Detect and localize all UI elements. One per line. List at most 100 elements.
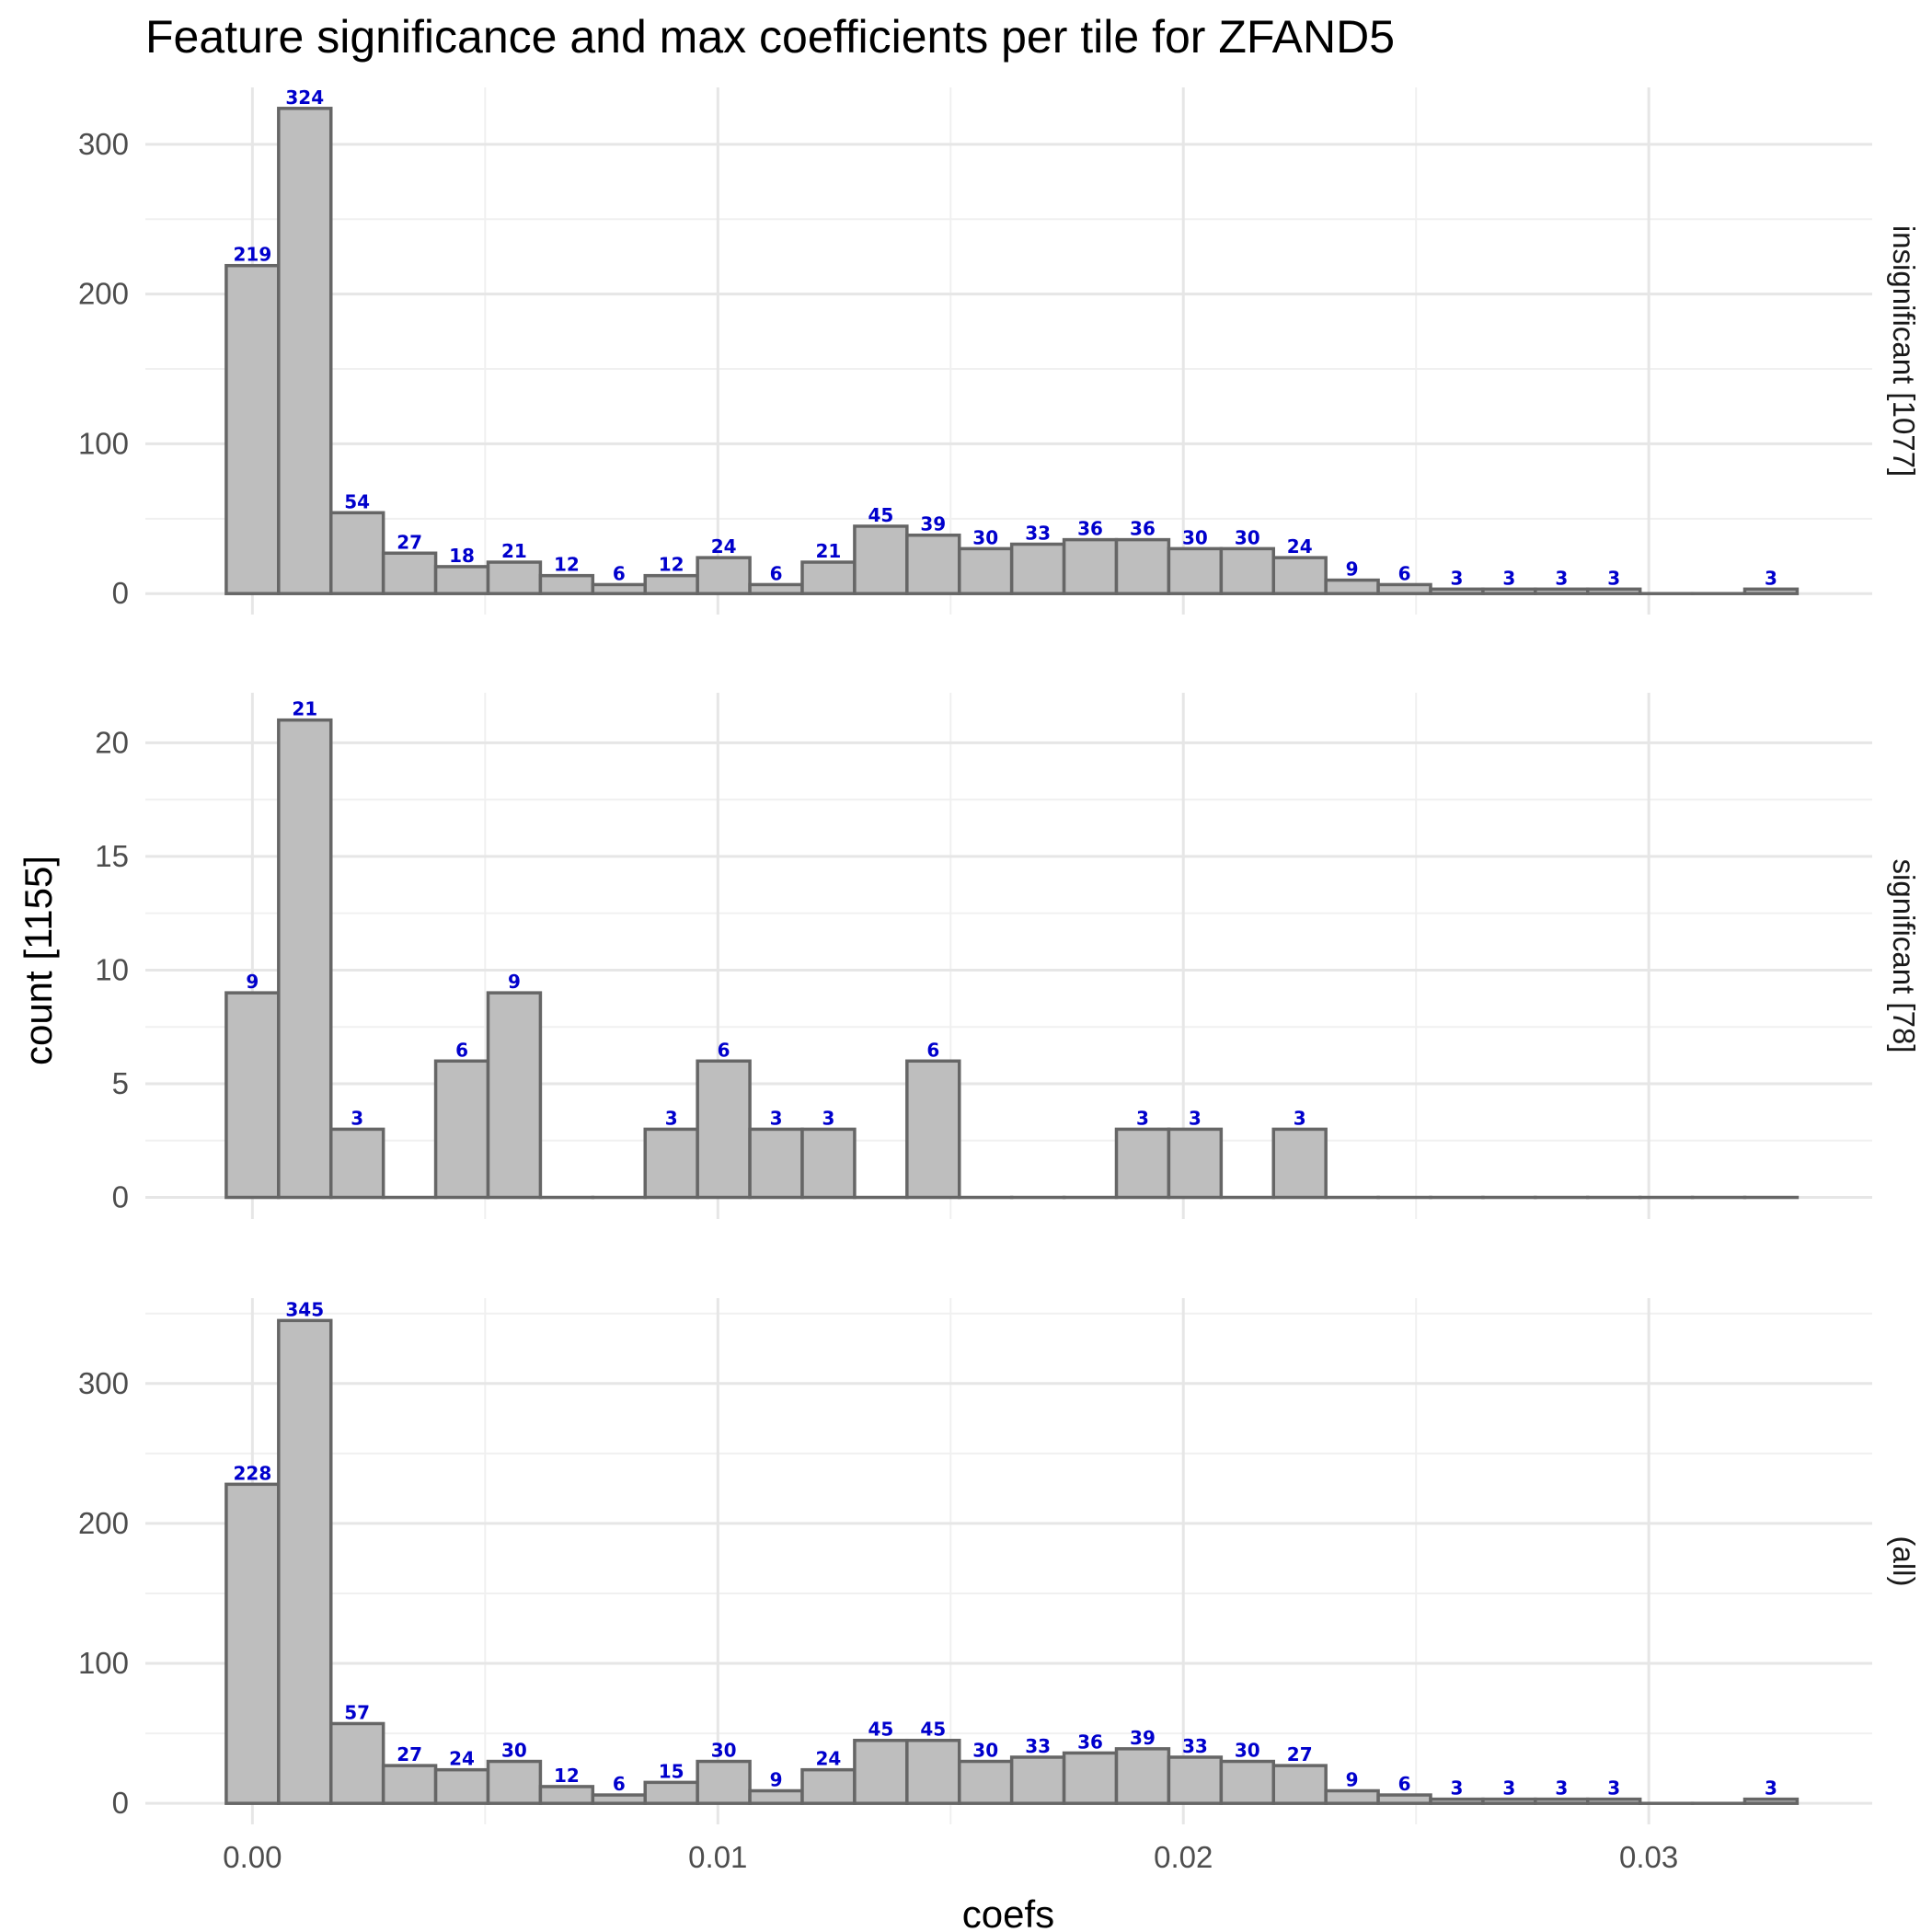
bar-count-label: 30 xyxy=(972,526,998,548)
facet-strip-label: significant [78] xyxy=(1887,859,1921,1053)
bar-count-label: 6 xyxy=(1398,1773,1411,1795)
histogram-bar xyxy=(1742,1797,1800,1805)
histogram-bar xyxy=(1167,546,1224,595)
histogram-bar xyxy=(1114,537,1171,595)
histogram-bar xyxy=(1586,1797,1642,1805)
bar-count-label: 9 xyxy=(508,971,521,993)
histogram-bar xyxy=(643,573,699,595)
bar-count-label: 3 xyxy=(1450,1777,1463,1800)
bar-count-label: 57 xyxy=(344,1701,370,1723)
bar-count-label: 18 xyxy=(449,545,475,567)
histogram-bar xyxy=(696,1759,752,1805)
histogram-bar xyxy=(591,1793,647,1805)
bar-count-label: 39 xyxy=(920,513,946,535)
bar-count-label: 6 xyxy=(770,562,783,584)
bar-count-label: 30 xyxy=(501,1740,527,1762)
histogram-bar xyxy=(486,991,543,1200)
histogram-bar xyxy=(433,565,490,595)
bar-count-label: 30 xyxy=(1235,526,1260,548)
histogram-bar xyxy=(905,1738,961,1805)
x-tick-label: 0.03 xyxy=(1619,1840,1678,1874)
histogram-bar xyxy=(1219,546,1275,595)
histogram-bar xyxy=(748,582,804,595)
y-tick-label: 300 xyxy=(78,127,129,161)
y-tick-label: 0 xyxy=(112,1786,129,1820)
chart-title: Feature significance and max coefficient… xyxy=(145,11,1395,63)
bar-count-label: 6 xyxy=(613,1773,626,1795)
histogram-bar xyxy=(1534,1797,1590,1805)
histogram-bar xyxy=(1114,1747,1171,1805)
bar-count-label: 9 xyxy=(1346,558,1359,581)
bar-count-label: 3 xyxy=(1294,1107,1306,1129)
bar-count-label: 30 xyxy=(711,1740,737,1762)
bar-count-label: 324 xyxy=(285,86,324,109)
bar-count-label: 33 xyxy=(1025,522,1051,544)
bar-count-label: 3 xyxy=(1136,1107,1149,1129)
histogram-bar xyxy=(1429,1797,1485,1805)
bar-count-label: 33 xyxy=(1025,1735,1051,1757)
histogram-bar xyxy=(1009,542,1066,595)
bar-count-label: 27 xyxy=(1287,1743,1313,1765)
bar-count-label: 3 xyxy=(1765,1777,1777,1800)
histogram-bar xyxy=(957,546,1014,595)
bar-count-label: 3 xyxy=(1765,567,1777,589)
x-tick-label: 0.00 xyxy=(223,1840,282,1874)
bar-count-label: 54 xyxy=(344,490,370,512)
bar-count-label: 3 xyxy=(1189,1107,1202,1129)
bar-count-label: 219 xyxy=(233,244,271,266)
histogram-bar xyxy=(433,1767,490,1805)
bar-count-label: 3 xyxy=(1607,1777,1620,1800)
facet-strip-label: (all) xyxy=(1887,1536,1921,1587)
bar-count-label: 36 xyxy=(1130,518,1156,540)
bar-count-label: 3 xyxy=(665,1107,678,1129)
histogram-bar xyxy=(1742,587,1800,595)
bar-count-label: 3 xyxy=(1607,567,1620,589)
bar-count-label: 24 xyxy=(449,1748,475,1770)
histogram-bar xyxy=(1062,1751,1119,1805)
histogram-bar xyxy=(748,1127,804,1200)
bar-count-label: 3 xyxy=(1555,567,1568,589)
histogram-bar xyxy=(643,1127,699,1200)
histogram-bar xyxy=(1009,1755,1066,1805)
bar-count-label: 228 xyxy=(233,1462,271,1484)
histogram-bar xyxy=(1534,587,1590,595)
bar-count-label: 15 xyxy=(659,1760,684,1782)
histogram-bar xyxy=(224,263,281,595)
bar-count-label: 3 xyxy=(822,1107,834,1129)
y-tick-label: 300 xyxy=(78,1366,129,1400)
y-tick-label: 20 xyxy=(95,725,129,759)
histogram-bar xyxy=(696,1059,752,1200)
histogram-bar xyxy=(1271,556,1328,595)
histogram-bar xyxy=(800,1127,857,1200)
histogram-bar xyxy=(1271,1764,1328,1805)
histogram-bar xyxy=(748,1788,804,1805)
bar-count-label: 21 xyxy=(292,698,317,720)
histogram-bar xyxy=(591,582,647,595)
y-tick-label: 100 xyxy=(78,1646,129,1680)
histogram-bar xyxy=(853,524,909,595)
bar-count-label: 24 xyxy=(1287,535,1313,558)
histogram-bar xyxy=(1324,578,1380,595)
x-tick-label: 0.01 xyxy=(688,1840,747,1874)
bar-count-label: 24 xyxy=(711,535,737,558)
bar-count-label: 3 xyxy=(1450,567,1463,589)
y-tick-label: 200 xyxy=(78,277,129,311)
bar-count-label: 21 xyxy=(501,540,527,562)
y-tick-label: 200 xyxy=(78,1506,129,1540)
bar-count-label: 3 xyxy=(351,1107,363,1129)
bar-count-label: 27 xyxy=(397,531,422,553)
histogram-bar xyxy=(224,991,281,1200)
bar-count-label: 12 xyxy=(554,1765,580,1787)
bar-count-label: 39 xyxy=(1130,1727,1156,1749)
y-tick-label: 0 xyxy=(112,1180,129,1214)
bar-count-label: 36 xyxy=(1077,518,1103,540)
histogram-bar xyxy=(1586,587,1642,595)
bar-count-label: 9 xyxy=(770,1768,783,1790)
histogram-bar xyxy=(328,1127,385,1200)
bar-count-label: 45 xyxy=(920,1719,946,1741)
histogram-bar xyxy=(800,560,857,595)
